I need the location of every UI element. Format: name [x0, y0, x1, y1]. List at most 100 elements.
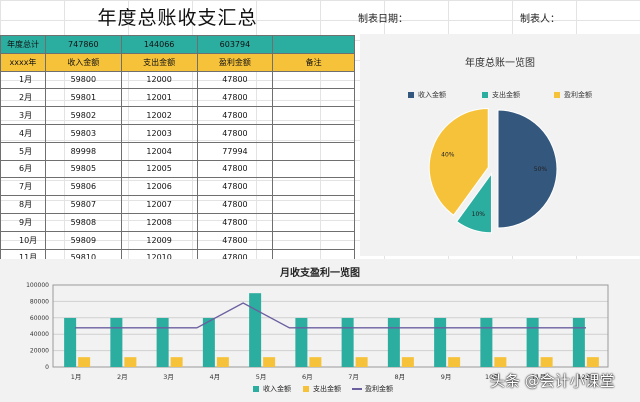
profit-line: [75, 302, 586, 329]
expense-bar: [78, 357, 91, 367]
income-bar: [295, 317, 308, 367]
note-cell[interactable]: [272, 123, 355, 143]
expense-cell[interactable]: 12005: [120, 159, 198, 179]
expense-cell[interactable]: 12003: [120, 123, 198, 143]
income-bar: [341, 317, 354, 367]
header-profit[interactable]: 盈利金额: [196, 52, 274, 72]
note-cell[interactable]: [272, 230, 355, 250]
expense-bar: [494, 357, 507, 367]
note-cell[interactable]: [272, 177, 355, 197]
income-cell[interactable]: 59805: [44, 159, 122, 179]
month-cell[interactable]: 10月: [0, 230, 46, 250]
expense-bar: [170, 357, 183, 367]
income-cell[interactable]: 59808: [44, 212, 122, 232]
income-cell[interactable]: 59803: [44, 123, 122, 143]
income-bar: [526, 317, 539, 367]
pie-legend-expense-label: 支出金额: [492, 91, 520, 99]
income-cell[interactable]: 59800: [44, 70, 122, 90]
pie-chart-panel[interactable]: 年度总账一览图 收入金额 支出金额 盈利金额 50% 10% 40%: [360, 34, 640, 256]
y-tick-label: 20000: [30, 348, 49, 355]
note-cell[interactable]: [272, 70, 355, 90]
month-cell[interactable]: 5月: [0, 141, 46, 161]
month-cell[interactable]: 8月: [0, 195, 46, 214]
profit-cell[interactable]: 47800: [196, 195, 274, 214]
pie-label-expense: 10%: [472, 211, 486, 218]
month-cell[interactable]: 1月: [0, 70, 46, 90]
income-cell[interactable]: 59809: [44, 230, 122, 250]
expense-cell[interactable]: 12006: [120, 177, 198, 197]
expense-cell[interactable]: 12007: [120, 195, 198, 214]
profit-cell[interactable]: 47800: [196, 230, 274, 250]
note-cell[interactable]: [272, 212, 355, 232]
month-cell[interactable]: 3月: [0, 106, 46, 125]
header-income[interactable]: 收入金额: [44, 52, 122, 72]
x-tick-label: 11月: [531, 373, 546, 381]
income-cell[interactable]: 59806: [44, 177, 122, 197]
month-cell[interactable]: 4月: [0, 123, 46, 143]
pie-slice-income: [497, 109, 558, 229]
income-cell[interactable]: 59807: [44, 195, 122, 214]
bar-chart-panel[interactable]: 月收支盈利一览图 0 20000 40000 60000 80000 100000 1月 2月…: [0, 259, 640, 402]
income-bar: [64, 317, 77, 367]
expense-cell[interactable]: 12002: [120, 106, 198, 125]
expense-bar: [448, 357, 461, 367]
expense-bar: [540, 357, 553, 367]
header-year[interactable]: xxxx年: [0, 52, 46, 72]
profit-cell[interactable]: 47800: [196, 70, 274, 90]
profit-cell[interactable]: 47800: [196, 123, 274, 143]
profit-cell[interactable]: 47800: [196, 159, 274, 179]
expense-bar: [263, 357, 276, 367]
totals-label-cell[interactable]: 年度总计: [0, 35, 46, 54]
expense-cell[interactable]: 12004: [120, 141, 198, 161]
header-note[interactable]: 备注: [272, 52, 355, 72]
expense-bar: [124, 357, 137, 367]
profit-cell[interactable]: 47800: [196, 177, 274, 197]
expense-bar: [216, 357, 229, 367]
bar-legend-profit-label: 盈利金额: [365, 385, 393, 393]
expense-cell[interactable]: 12009: [120, 230, 198, 250]
total-expense-cell[interactable]: 144066: [120, 35, 198, 54]
expense-cell[interactable]: 12008: [120, 212, 198, 232]
income-cell[interactable]: 59802: [44, 106, 122, 125]
note-cell[interactable]: [272, 106, 355, 125]
note-cell[interactable]: [272, 195, 355, 214]
x-tick-label: 5月: [256, 373, 267, 381]
income-bar: [572, 317, 585, 367]
total-profit-cell[interactable]: 603794: [196, 35, 274, 54]
income-bar: [434, 317, 447, 367]
bar-legend-income-label: 收入金额: [263, 385, 291, 393]
pie-legend-profit-label: 盈利金额: [564, 91, 592, 99]
expense-bar: [586, 357, 599, 367]
total-note-cell[interactable]: [272, 35, 355, 54]
pie-legend-expense: 支出金额: [482, 90, 520, 100]
bar-legend-profit-line: [352, 388, 362, 390]
profit-cell[interactable]: 47800: [196, 106, 274, 125]
sheet-title: 年度总账收支汇总: [97, 7, 258, 29]
profit-cell[interactable]: 47800: [196, 212, 274, 232]
month-cell[interactable]: 7月: [0, 177, 46, 197]
income-bar: [156, 317, 169, 367]
maker-label: 制表人：: [520, 14, 560, 25]
month-cell[interactable]: 2月: [0, 88, 46, 108]
note-cell[interactable]: [272, 159, 355, 179]
income-cell[interactable]: 59801: [44, 88, 122, 108]
profit-cell[interactable]: 47800: [196, 88, 274, 108]
x-tick-label: 7月: [348, 373, 359, 381]
total-income-cell[interactable]: 747860: [44, 35, 122, 54]
y-tick-label: 80000: [30, 298, 49, 305]
x-tick-label: 3月: [163, 373, 174, 381]
pie-legend-income-label: 收入金额: [418, 91, 446, 99]
month-cell[interactable]: 6月: [0, 159, 46, 179]
profit-cell[interactable]: 77994: [196, 141, 274, 161]
header-expense[interactable]: 支出金额: [120, 52, 198, 72]
expense-cell[interactable]: 12001: [120, 88, 198, 108]
month-cell[interactable]: 9月: [0, 212, 46, 232]
note-cell[interactable]: [272, 141, 355, 161]
pie-slice-expense: [456, 172, 492, 234]
expense-cell[interactable]: 12000: [120, 70, 198, 90]
y-tick-label: 0: [45, 364, 49, 371]
income-cell[interactable]: 89998: [44, 141, 122, 161]
note-cell[interactable]: [272, 88, 355, 108]
x-tick-label: 2月: [117, 373, 128, 381]
bar-legend-expense: 支出金额: [303, 384, 341, 394]
